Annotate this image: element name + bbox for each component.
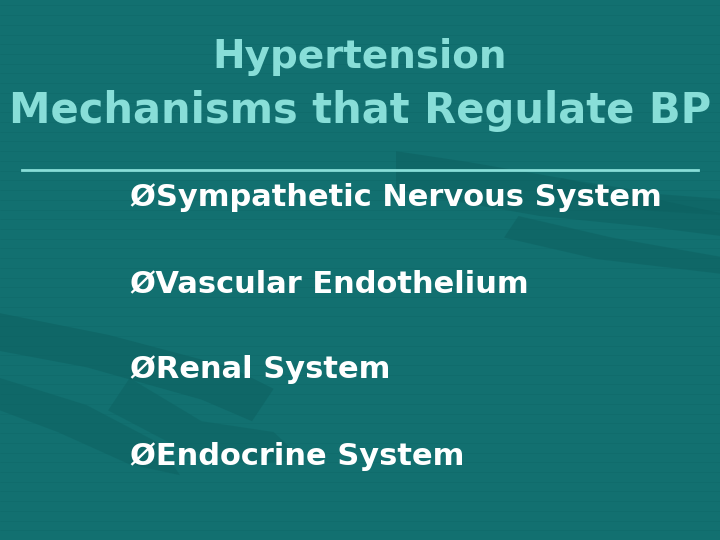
Text: Hypertension: Hypertension — [212, 38, 508, 76]
Text: ØVascular Endothelium: ØVascular Endothelium — [130, 269, 528, 298]
Polygon shape — [0, 378, 180, 475]
Polygon shape — [547, 178, 720, 216]
Polygon shape — [0, 313, 274, 421]
Text: ØSympathetic Nervous System: ØSympathetic Nervous System — [130, 183, 662, 212]
Text: ØRenal System: ØRenal System — [130, 355, 390, 384]
Polygon shape — [504, 216, 720, 275]
Polygon shape — [108, 378, 302, 464]
Text: Mechanisms that Regulate BP: Mechanisms that Regulate BP — [9, 90, 711, 132]
Text: ØEndocrine System: ØEndocrine System — [130, 442, 464, 471]
Polygon shape — [396, 151, 720, 238]
